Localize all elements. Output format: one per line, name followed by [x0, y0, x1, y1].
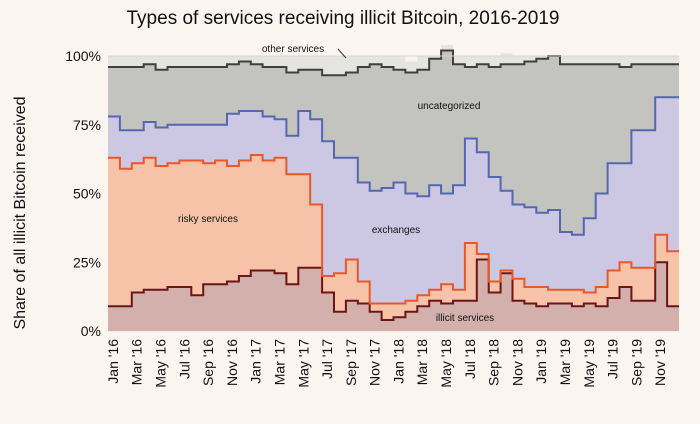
x-tick-label: May '19 — [581, 339, 597, 388]
x-tick-label: Mar '18 — [414, 339, 430, 385]
label-other-services: other services — [262, 44, 324, 55]
x-tick-label: May '17 — [295, 339, 311, 388]
x-ticks: Jan '16 Mar '16 May '16 Jul '16 Sep '16 Nov '… — [105, 339, 668, 388]
series-lines — [108, 49, 679, 321]
y-tick-label: 75% — [73, 117, 101, 133]
y-tick-label: 50% — [73, 186, 101, 202]
line-exchanges — [108, 96, 679, 236]
x-tick-label: Sep '19 — [628, 339, 644, 386]
series-labels: illicit services risky services exchanges u… — [178, 44, 494, 324]
label-uncategorized: uncategorized — [418, 101, 481, 112]
area-exchanges — [108, 97, 679, 304]
line-illicit-services — [108, 258, 679, 321]
x-tick-label: Nov '17 — [367, 339, 383, 386]
x-tick-label: Jul '16 — [176, 339, 192, 379]
x-tick-label: Jul '17 — [319, 339, 335, 379]
x-tick-label: Mar '19 — [557, 339, 573, 385]
x-tick-label: Jan '18 — [390, 339, 406, 384]
x-tick-label: Jan '16 — [105, 339, 121, 384]
x-tick-label: Mar '17 — [272, 339, 288, 385]
y-tick-label: 0% — [81, 323, 101, 339]
x-tick-label: Jan '17 — [248, 339, 264, 384]
x-tick-label: Sep '16 — [200, 339, 216, 386]
area-illicit-services — [108, 259, 679, 331]
x-tick-label: Sep '18 — [486, 339, 502, 386]
x-tick-label: Jul '19 — [605, 339, 621, 379]
area-risky-services — [108, 155, 679, 320]
x-tick-label: Mar '16 — [129, 339, 145, 385]
x-tick-label: Jan '19 — [533, 339, 549, 384]
line-risky-services — [108, 154, 679, 305]
x-tick-label: Jul '18 — [462, 339, 478, 379]
y-tick-label: 25% — [73, 254, 101, 270]
chart-title: Types of services receiving illicit Bitc… — [127, 8, 560, 29]
x-tick-label: Nov '18 — [509, 339, 525, 386]
stacked-areas — [108, 45, 679, 331]
x-tick-label: Nov '19 — [652, 339, 668, 386]
label-illicit-services: illicit services — [436, 313, 494, 324]
y-axis-label: Share of all illicit Bitcoin received — [12, 97, 29, 330]
label-exchanges: exchanges — [372, 225, 420, 236]
other-services-leader — [337, 48, 347, 59]
x-tick-label: May '16 — [153, 339, 169, 388]
area-uncategorized — [108, 50, 679, 235]
area-other-services — [108, 45, 679, 76]
x-tick-label: May '18 — [438, 339, 454, 388]
x-tick-label: Nov '16 — [224, 339, 240, 386]
y-ticks: 0% 25% 50% 75% 100% — [65, 48, 101, 339]
y-tick-label: 100% — [65, 48, 101, 64]
label-risky-services: risky services — [178, 214, 238, 225]
x-tick-label: Sep '17 — [343, 339, 359, 386]
